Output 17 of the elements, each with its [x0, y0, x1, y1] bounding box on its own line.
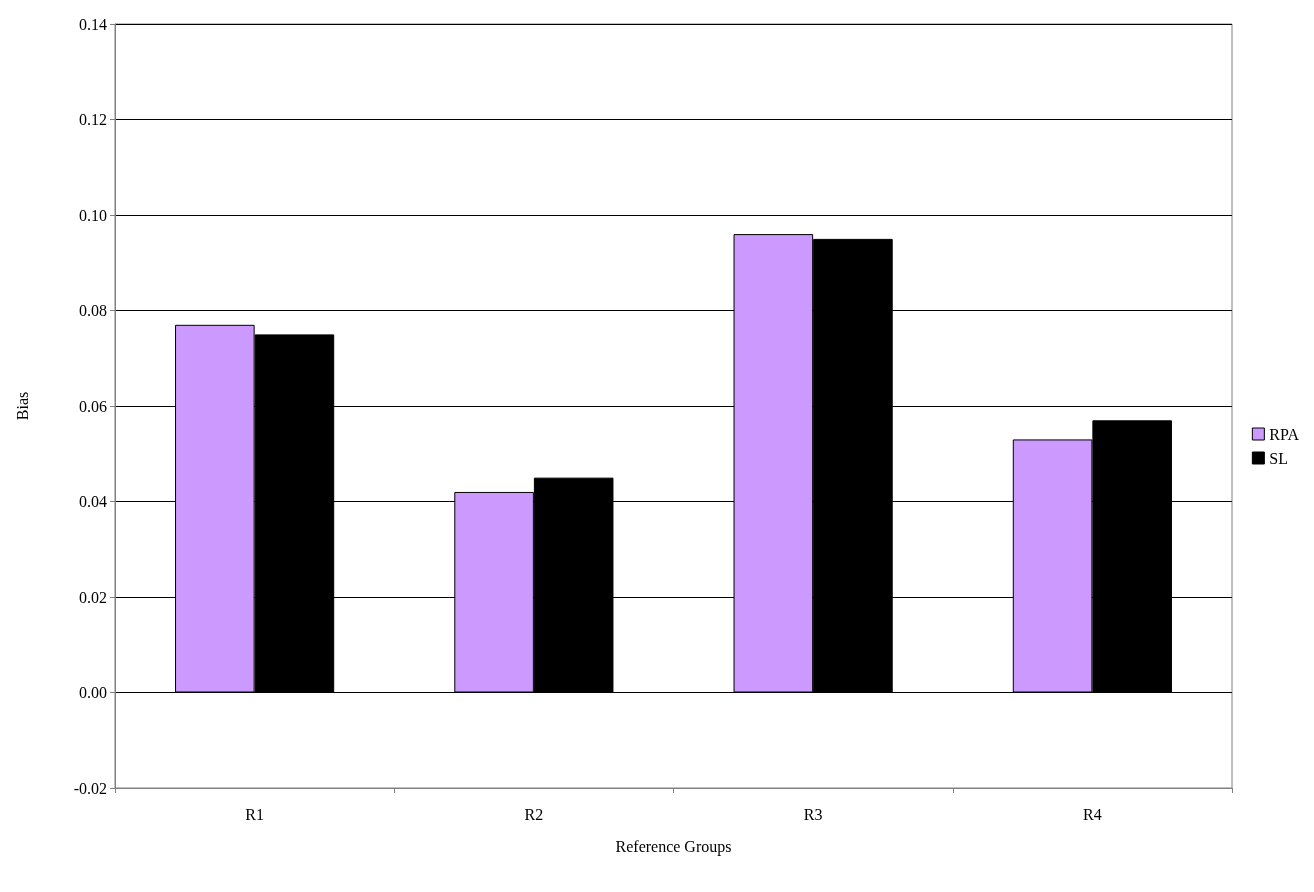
y-tick-label: 0.12	[79, 111, 107, 128]
y-tick-label: 0.02	[79, 588, 107, 606]
x-tick-label: R3	[803, 805, 823, 823]
x-tick-label: R4	[1083, 805, 1102, 823]
y-tick-label: 0.08	[79, 302, 107, 319]
y-tick-label: 0.06	[79, 397, 107, 415]
legend-label: SL	[1269, 449, 1289, 467]
y-axis-title: Bias	[13, 391, 31, 421]
y-tick-label: 0.14	[79, 15, 107, 33]
legend-label: RPA	[1269, 425, 1300, 443]
x-tick-label: R1	[245, 805, 264, 823]
y-tick-label: 0.00	[79, 684, 107, 701]
y-tick-label: 0.10	[79, 206, 107, 224]
y-tick-label: 0.04	[79, 493, 107, 510]
x-axis-title: Reference Groups	[615, 837, 732, 856]
y-tick-label: -0.02	[73, 779, 107, 797]
x-tick-label: R2	[524, 805, 544, 823]
